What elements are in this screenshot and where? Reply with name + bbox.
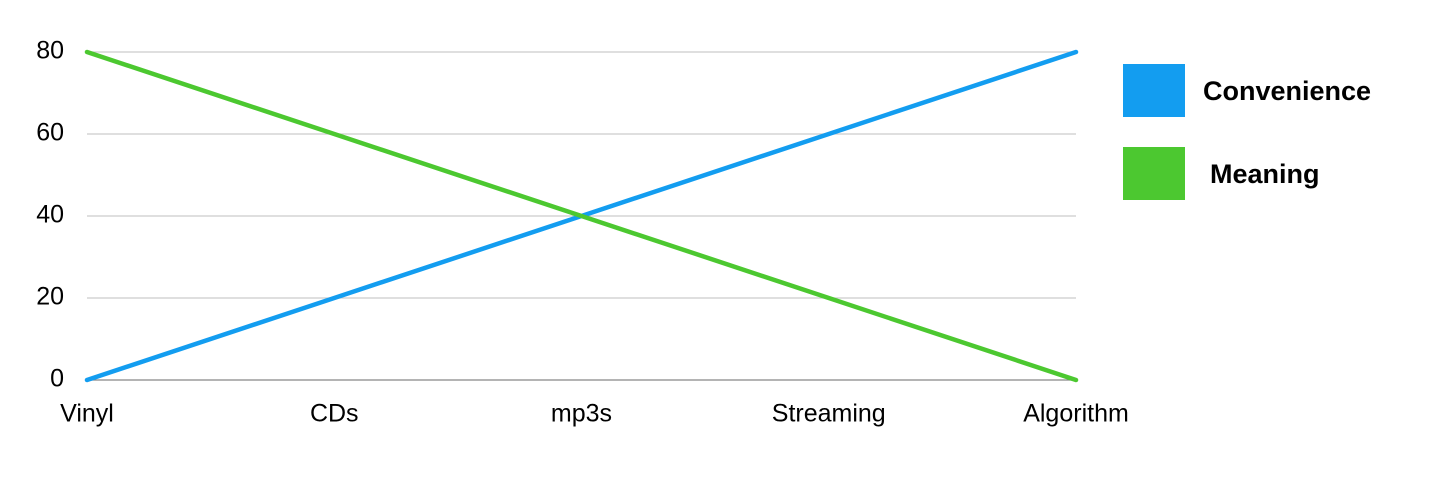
y-tick-label: 80 [36,37,64,65]
x-tick-label: Streaming [772,400,886,428]
x-tick-label: CDs [310,400,359,428]
legend-swatch [1123,64,1185,117]
series-line [84,49,1079,383]
y-tick-label: 60 [36,119,64,147]
legend-label: Convenience [1203,76,1371,106]
y-tick-label: 0 [50,365,64,393]
x-tick-label: Vinyl [60,400,114,428]
legend-swatch [1123,147,1185,200]
legend-label: Meaning [1210,159,1320,189]
x-tick-label: Algorithm [1023,400,1129,428]
y-tick-label: 40 [36,201,64,229]
x-tick-label: mp3s [551,400,612,428]
y-tick-label: 20 [36,283,64,311]
